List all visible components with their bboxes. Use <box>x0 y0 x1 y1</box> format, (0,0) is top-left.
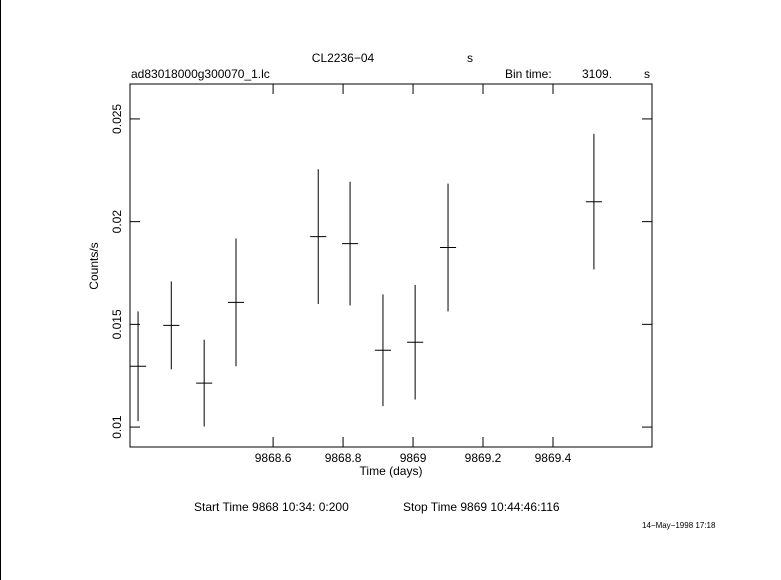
x-axis-label: Time (days) <box>360 464 423 478</box>
timestamp: 14−May−1998 17:18 <box>642 521 716 530</box>
file-name: ad83018000g300070_1.lc <box>131 67 270 81</box>
x-tick-label: 9868.6 <box>255 451 292 465</box>
bin-time: 3109. <box>582 67 612 81</box>
stop-time: Stop Time 9869 10:44:46:116 <box>403 500 560 514</box>
x-tick-label: 9869.4 <box>535 451 572 465</box>
bin-time-unit: s <box>644 67 650 81</box>
y-axis-label: Counts/s <box>87 242 101 289</box>
bin-time-label: Bin time: <box>505 67 552 81</box>
start-time: Start Time 9868 10:34: 0:200 <box>194 500 349 514</box>
x-tick-label: 9869.2 <box>465 451 502 465</box>
title-unit: s <box>467 51 473 65</box>
y-tick-label: 0.01 <box>110 415 124 439</box>
x-tick-label: 9868.8 <box>325 451 362 465</box>
y-tick-label: 0.015 <box>110 309 124 339</box>
y-tick-label: 0.02 <box>110 210 124 234</box>
chart-title: CL2236−04 <box>312 51 375 65</box>
y-tick-label: 0.025 <box>110 104 124 134</box>
x-tick-label: 9869 <box>400 451 427 465</box>
plot-frame <box>129 83 653 448</box>
